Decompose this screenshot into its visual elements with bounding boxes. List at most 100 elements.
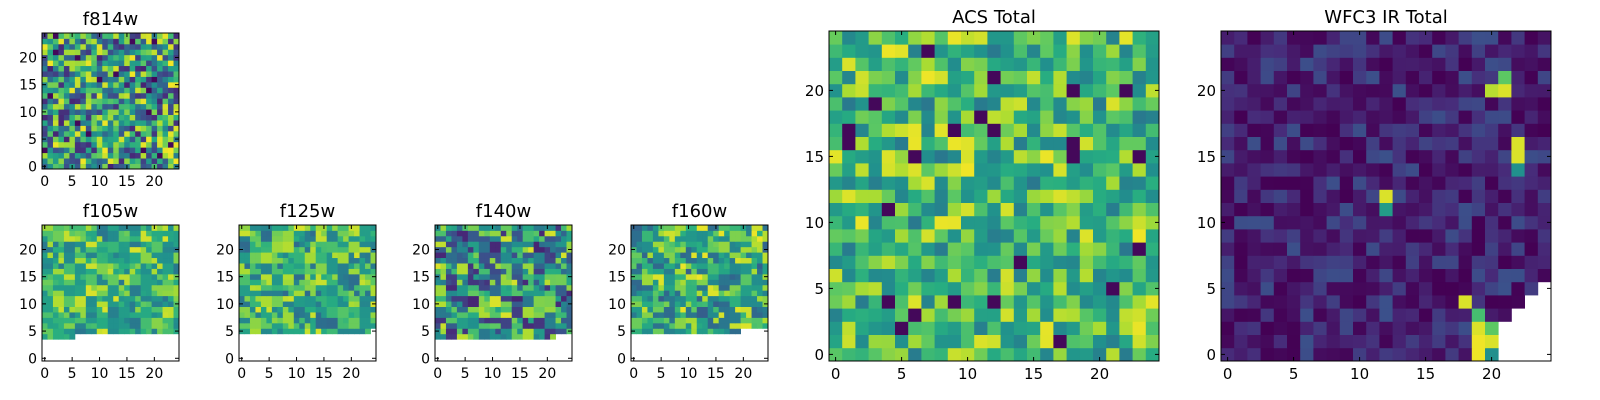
- heatmap-cell: [91, 158, 98, 164]
- heatmap-cell: [107, 317, 114, 324]
- heatmap-cell: [1485, 242, 1499, 256]
- heatmap-cell: [974, 255, 988, 269]
- heatmap-cell: [511, 279, 518, 286]
- heatmap-cell: [113, 98, 120, 105]
- heatmap-cell: [157, 328, 163, 335]
- heatmap-cell: [85, 76, 92, 83]
- heatmap-cell: [118, 130, 125, 137]
- heatmap-cell: [282, 301, 289, 307]
- heatmap-cell: [1106, 268, 1120, 283]
- heatmap-cell: [489, 322, 496, 329]
- heatmap-cell: [829, 242, 843, 256]
- heatmap-cell: [1405, 44, 1420, 58]
- heatmap-cell: [652, 328, 659, 335]
- heatmap-cell: [1145, 70, 1160, 85]
- heatmap-cell: [489, 317, 496, 324]
- y-tick-label: 5: [617, 324, 626, 340]
- heatmap-cell: [435, 284, 441, 291]
- heatmap-cell: [544, 328, 551, 335]
- heatmap-cell: [1366, 44, 1380, 58]
- heatmap-cell: [528, 290, 535, 297]
- heatmap-cell: [1079, 202, 1094, 217]
- heatmap-cell: [135, 92, 142, 99]
- heatmap-cell: [1471, 97, 1486, 111]
- heatmap-cell: [1405, 321, 1420, 335]
- heatmap-cell: [636, 230, 643, 237]
- heatmap-cell: [1537, 44, 1552, 58]
- heatmap-cell: [456, 257, 463, 264]
- heatmap-cell: [1432, 123, 1446, 137]
- heatmap-cell: [1313, 281, 1327, 296]
- heatmap-cell: [1405, 295, 1420, 309]
- heatmap-cell: [456, 235, 463, 242]
- heatmap-cell: [260, 290, 267, 297]
- heatmap-cell: [129, 246, 136, 253]
- heatmap-cell: [140, 33, 147, 39]
- heatmap-cell: [1511, 255, 1525, 269]
- heatmap-cell: [539, 306, 545, 313]
- heatmap-cell: [293, 263, 300, 269]
- heatmap-cell: [102, 246, 109, 253]
- heatmap-cell: [1145, 255, 1160, 269]
- heatmap-cell: [641, 279, 648, 286]
- heatmap-cell: [1524, 57, 1539, 71]
- heatmap-cell: [69, 81, 76, 88]
- y-tick-label: 10: [805, 214, 824, 232]
- heatmap-cell: [239, 306, 245, 313]
- heatmap-cell: [1313, 215, 1327, 230]
- y-tick-label: 0: [28, 159, 37, 175]
- heatmap-cell: [1524, 136, 1539, 151]
- heatmap-cell: [724, 230, 731, 237]
- heatmap-cell: [1326, 242, 1341, 256]
- heatmap-cell: [1234, 31, 1248, 45]
- heatmap-cell: [162, 103, 169, 110]
- heatmap-cell: [1013, 163, 1028, 177]
- heatmap-cell: [63, 301, 70, 307]
- heatmap-cell: [829, 202, 843, 217]
- heatmap-cell: [113, 163, 120, 170]
- heatmap-cell: [91, 92, 98, 99]
- heatmap-cell: [157, 71, 163, 77]
- heatmap-cell: [713, 279, 720, 286]
- heatmap-cell: [561, 306, 567, 313]
- heatmap-cell: [735, 257, 741, 264]
- heatmap-cell: [1247, 31, 1261, 45]
- heatmap-cell: [326, 322, 333, 329]
- heatmap-cell: [1379, 268, 1393, 283]
- heatmap-cell: [151, 98, 158, 105]
- heatmap-cell: [555, 295, 562, 302]
- heatmap-cell: [151, 295, 158, 302]
- heatmap-cell: [511, 312, 518, 318]
- heatmap-cell: [522, 284, 529, 291]
- heatmap-cell: [544, 317, 551, 324]
- heatmap-cell: [1405, 347, 1420, 362]
- heatmap-cell: [1040, 229, 1054, 243]
- heatmap-cell: [266, 301, 273, 307]
- heatmap-cell: [729, 328, 736, 335]
- heatmap-cell: [118, 225, 125, 231]
- heatmap-cell: [1339, 347, 1354, 362]
- heatmap-cell: [310, 312, 317, 318]
- heatmap-cell: [740, 312, 747, 318]
- heatmap-cell: [674, 279, 681, 286]
- heatmap-cell: [135, 65, 142, 72]
- heatmap-cell: [288, 290, 295, 297]
- heatmap-cell: [102, 33, 109, 39]
- heatmap-cell: [1498, 44, 1512, 58]
- heatmap-cell: [724, 306, 731, 313]
- heatmap-cell: [522, 241, 529, 248]
- heatmap-cell: [102, 141, 109, 148]
- heatmap-cell: [1339, 268, 1354, 283]
- heatmap-cell: [1326, 70, 1341, 85]
- heatmap-cell: [91, 103, 98, 110]
- heatmap-cell: [47, 290, 54, 297]
- heatmap-cell: [124, 98, 131, 105]
- heatmap-cell: [908, 110, 922, 124]
- heatmap-cell: [1145, 163, 1160, 177]
- heatmap-cell: [52, 301, 59, 307]
- heatmap-cell: [1405, 123, 1420, 137]
- heatmap-cell: [445, 241, 452, 248]
- heatmap-cell: [69, 76, 76, 83]
- heatmap-cell: [718, 273, 725, 280]
- heatmap-cell: [680, 279, 687, 286]
